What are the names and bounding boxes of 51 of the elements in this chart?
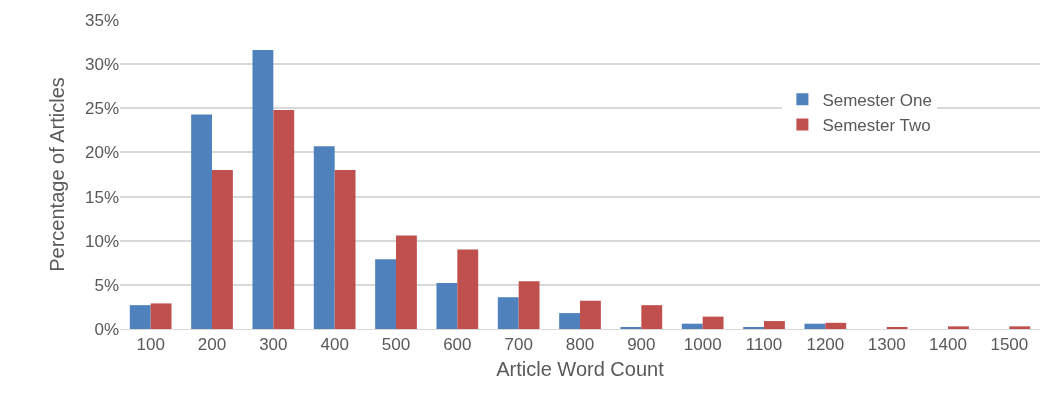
y-tick-label: 5% <box>94 275 119 295</box>
x-tick-label: 200 <box>197 335 227 355</box>
x-tick-label: 600 <box>443 335 472 355</box>
bar <box>948 326 969 329</box>
x-tick-label: 1400 <box>929 335 967 355</box>
bar <box>457 249 479 329</box>
bar <box>580 300 601 329</box>
bar <box>129 305 151 329</box>
y-tick-label: 25% <box>84 99 119 119</box>
bar <box>334 170 356 329</box>
x-tick-label: 300 <box>259 335 288 355</box>
y-axis-title: Percentage of Articles <box>46 77 69 272</box>
y-tick-label: 35% <box>84 10 119 30</box>
bar <box>559 313 580 329</box>
x-tick-label: 900 <box>627 335 656 355</box>
y-tick-label: 0% <box>94 319 119 339</box>
bar <box>764 321 785 329</box>
bar <box>1009 326 1031 329</box>
bar <box>804 323 826 329</box>
bar <box>273 110 295 329</box>
x-tick-label: 1100 <box>745 335 783 355</box>
bar <box>375 259 396 329</box>
bar <box>681 323 703 329</box>
bar <box>641 305 663 329</box>
x-tick-label: 400 <box>320 335 349 355</box>
bar <box>436 283 458 329</box>
x-tick-label: 500 <box>381 335 411 355</box>
y-tick-label: 30% <box>84 55 119 75</box>
bar <box>191 114 212 329</box>
bar <box>825 322 847 329</box>
bar <box>150 303 172 329</box>
x-tick-label: 800 <box>565 335 595 355</box>
y-tick-label: 15% <box>84 187 119 207</box>
y-tick-label: 20% <box>84 143 119 163</box>
bar <box>497 297 519 329</box>
x-axis-title: Article Word Count <box>496 357 665 380</box>
legend-label: Semester Two <box>822 116 931 136</box>
x-tick-label: 1500 <box>990 335 1029 355</box>
bar <box>702 316 724 329</box>
bar <box>518 281 540 329</box>
bar <box>252 50 274 329</box>
x-tick-label: 1200 <box>806 335 845 355</box>
bar <box>212 170 233 329</box>
x-tick-label: 700 <box>504 335 533 355</box>
x-tick-label: 100 <box>136 335 165 355</box>
legend-label: Semester One <box>822 90 933 110</box>
x-tick-label: 1000 <box>683 335 722 355</box>
y-tick-label: 10% <box>84 231 119 251</box>
bar <box>313 146 335 329</box>
bar <box>396 235 417 329</box>
x-tick-label: 1300 <box>867 335 906 355</box>
